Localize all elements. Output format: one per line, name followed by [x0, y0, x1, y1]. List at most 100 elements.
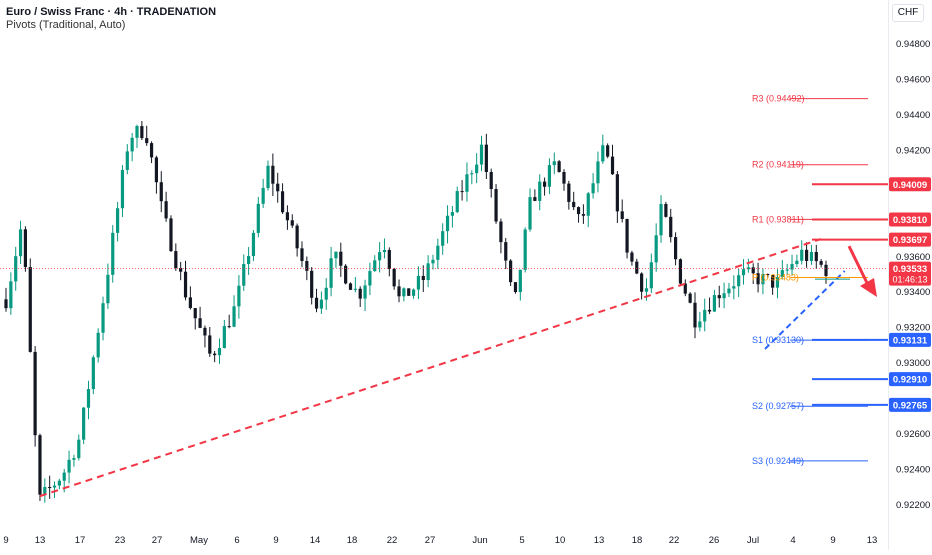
candle: [247, 247, 250, 275]
candle: [664, 202, 667, 218]
candle-body: [616, 174, 619, 211]
candle: [135, 125, 138, 148]
candle-body: [820, 261, 823, 265]
candle-body: [121, 170, 124, 208]
candle: [82, 407, 85, 444]
candle: [402, 287, 405, 301]
candle: [456, 187, 459, 213]
candle: [625, 219, 628, 259]
y-tick-label: 0.92200: [896, 500, 930, 511]
candle-body: [795, 261, 798, 264]
candle-body: [92, 357, 95, 389]
candle-body: [208, 335, 211, 353]
currency-button[interactable]: CHF: [892, 4, 924, 22]
candle-body: [742, 269, 745, 275]
candle-body: [800, 250, 803, 261]
candle-body: [82, 408, 85, 440]
candle-body: [528, 197, 531, 229]
candle-body: [87, 389, 90, 408]
candle-body: [300, 248, 303, 261]
level-badge: 0.92765: [893, 400, 928, 411]
x-tick-label: Jun: [472, 535, 487, 546]
candle: [126, 144, 129, 174]
x-tick-label: 9: [3, 535, 8, 546]
candle-body: [29, 267, 32, 352]
candle-body: [674, 237, 677, 259]
candle: [393, 268, 396, 290]
candle-body: [402, 288, 405, 296]
candle: [553, 153, 556, 175]
candle: [262, 179, 265, 208]
candle-body: [582, 214, 585, 216]
candle: [92, 355, 95, 394]
x-tick-label: 27: [425, 535, 436, 546]
x-tick-label: 13: [867, 535, 878, 546]
candle-body: [490, 172, 493, 189]
candle: [718, 286, 721, 308]
candle: [446, 205, 449, 243]
candle: [533, 189, 536, 201]
candle-body: [296, 226, 299, 249]
candle-body: [145, 138, 148, 143]
candle-body: [218, 348, 221, 355]
candle: [732, 275, 735, 299]
candle-body: [184, 272, 187, 298]
candle: [693, 292, 696, 338]
candle-body: [334, 252, 337, 259]
candle-body: [460, 191, 463, 192]
candle-body: [621, 211, 624, 219]
pivot-label: S2 (0.92757): [752, 401, 804, 411]
candle-body: [577, 207, 580, 214]
candle-body: [257, 204, 260, 233]
candle-body: [427, 263, 430, 280]
candle: [397, 279, 400, 302]
candle-body: [116, 208, 119, 233]
candle-body: [611, 157, 614, 175]
candle: [329, 247, 332, 296]
candle: [72, 455, 75, 467]
candle: [703, 299, 706, 332]
x-tick-label: May: [190, 535, 208, 546]
candle: [354, 277, 357, 292]
candle-body: [53, 486, 56, 488]
candle: [562, 169, 565, 191]
candle: [499, 219, 502, 254]
candle: [451, 206, 454, 228]
candle-body: [543, 182, 546, 187]
candle-body: [9, 281, 12, 308]
candle-body: [514, 282, 517, 292]
x-tick-label: 13: [35, 535, 46, 546]
candle-body: [140, 126, 143, 138]
candle: [548, 158, 551, 194]
candle: [630, 251, 633, 266]
candle: [824, 261, 827, 284]
x-tick-label: 17: [75, 535, 86, 546]
x-tick-label: 13: [594, 535, 605, 546]
candle: [38, 434, 41, 501]
candle-body: [101, 303, 104, 333]
candle: [587, 192, 590, 227]
candle-body: [417, 276, 420, 290]
candle-body: [242, 264, 245, 286]
candle-body: [58, 481, 61, 486]
candle: [300, 241, 303, 267]
candle: [131, 133, 134, 161]
candle: [150, 141, 153, 163]
candle-body: [679, 259, 682, 283]
x-tick-label: 18: [632, 535, 643, 546]
candle: [291, 214, 294, 228]
candle-body: [232, 306, 235, 326]
candle-body: [320, 300, 323, 309]
candle: [223, 320, 226, 348]
candle-body: [150, 143, 153, 157]
candle-body: [723, 293, 726, 298]
y-tick-label: 0.94400: [896, 110, 930, 121]
candle-body: [592, 183, 595, 193]
candle: [820, 259, 823, 267]
candle: [179, 262, 182, 280]
level-badge: 0.92910: [893, 375, 927, 386]
candle: [286, 205, 289, 229]
candle: [34, 346, 37, 447]
